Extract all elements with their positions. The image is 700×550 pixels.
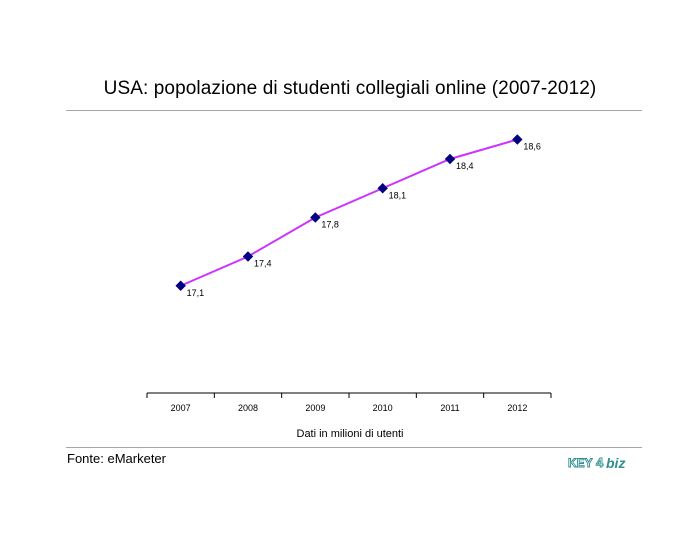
data-point-marker	[512, 134, 523, 145]
x-tick-label: 2010	[373, 403, 393, 413]
chart-title: USA: popolazione di studenti collegiali …	[103, 78, 597, 99]
data-point-marker	[377, 183, 388, 194]
x-tick-label: 2008	[238, 403, 258, 413]
series-line	[180, 138, 518, 287]
x-axis: 2007 2008 2009 2010 2011 2012	[146, 392, 552, 413]
series-markers	[175, 134, 523, 291]
data-label: 17,1	[187, 288, 205, 298]
data-label: 17,8	[321, 220, 339, 230]
footer-divider	[66, 447, 642, 448]
logo-4-text: 4	[596, 455, 604, 470]
chart-footnote: Dati in milioni di utenti	[296, 428, 404, 440]
x-tick-label: 2007	[171, 403, 191, 413]
x-tick-label: 2009	[305, 403, 325, 413]
title-divider	[66, 110, 642, 111]
key4biz-logo: KEY 4 biz	[568, 455, 626, 471]
data-point-marker	[175, 280, 186, 291]
data-label: 18,4	[456, 161, 474, 171]
line-chart: 2007 2008 2009 2010 2011 2012 17,1 17,4 17,8 18,…	[146, 134, 552, 413]
data-label: 17,4	[254, 259, 272, 269]
data-label: 18,1	[389, 190, 407, 200]
data-labels: 17,1 17,4 17,8 18,1 18,4 18,6	[187, 142, 541, 298]
data-point-marker	[310, 212, 321, 223]
x-tick-label: 2011	[440, 403, 459, 413]
logo-key-text: KEY	[568, 456, 593, 470]
data-point-marker	[242, 251, 254, 262]
logo-biz-text: biz	[606, 455, 625, 471]
data-point-marker	[444, 153, 456, 165]
source-note: Fonte: eMarketer	[67, 451, 166, 466]
data-label: 18,6	[523, 142, 541, 152]
x-tick-label: 2012	[507, 403, 527, 413]
series-line-layer	[180, 138, 518, 287]
